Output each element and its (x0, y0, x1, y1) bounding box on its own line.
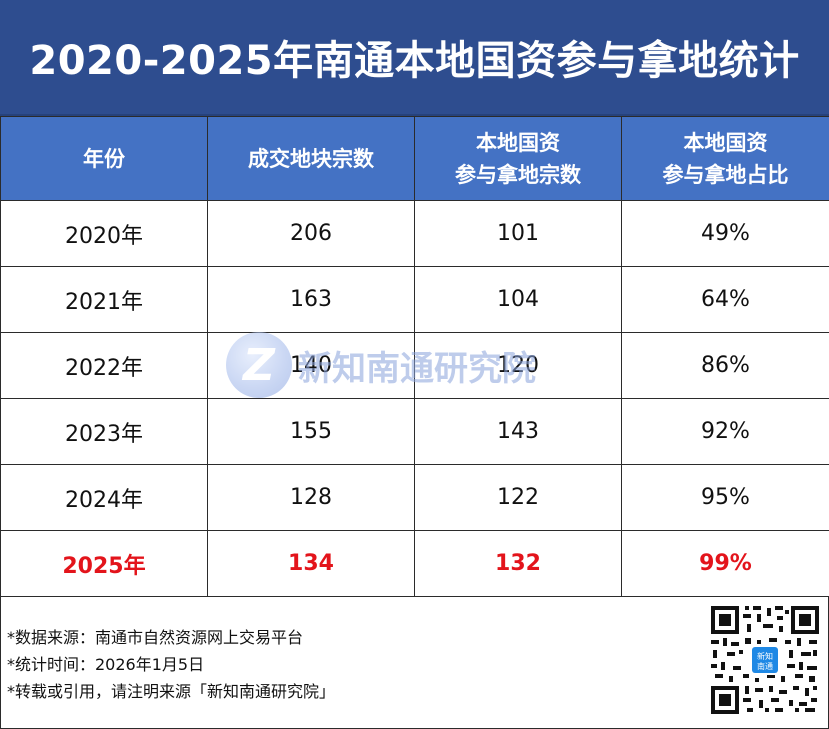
header-local-count-line1: 本地国资 (476, 130, 560, 155)
title-bar: 2020-2025年南通本地国资参与拿地统计 (0, 0, 829, 116)
header-local-ratio-line1: 本地国资 (683, 130, 768, 155)
cell-local: 143 (414, 398, 622, 465)
cell-local: 101 (414, 200, 622, 267)
header-local-ratio: 本地国资 参与拿地占比 (621, 116, 829, 201)
header-deals-line1: 成交地块宗数 (248, 146, 374, 171)
footer: *数据来源：南通市自然资源网上交易平台 *统计时间：2026年1月5日 *转载或… (0, 596, 829, 729)
note-date: *统计时间：2026年1月5日 (7, 655, 205, 674)
header-local-count: 本地国资 参与拿地宗数 (414, 116, 622, 201)
page-title: 2020-2025年南通本地国资参与拿地统计 (29, 38, 800, 84)
cell-local: 132 (414, 530, 622, 597)
header-year: 年份 (0, 116, 208, 201)
table-row: 2023年 155 143 92% (0, 398, 829, 465)
cell-year: 2021年 (0, 266, 208, 333)
cell-deals: 163 (207, 266, 415, 333)
header-row: 年份 成交地块宗数 本地国资 参与拿地宗数 本地国资 参与拿地占比 (0, 116, 829, 201)
stats-table: 年份 成交地块宗数 本地国资 参与拿地宗数 本地国资 参与拿地占比 2020年 … (0, 116, 829, 597)
note-copyright: *转载或引用，请注明来源「新知南通研究院」 (7, 682, 336, 701)
table-row-highlight: 2025年 134 132 99% (0, 530, 829, 597)
cell-deals: 140 (207, 332, 415, 399)
qr-center-label-1: 新知 (757, 651, 773, 661)
cell-year: 2025年 (0, 530, 208, 597)
cell-ratio: 92% (621, 398, 829, 465)
qr-center-logo (752, 647, 778, 673)
table-row: 2024年 128 122 95% (0, 464, 829, 531)
cell-local: 120 (414, 332, 622, 399)
cell-ratio: 49% (621, 200, 829, 267)
table-row: 2022年 140 120 86% (0, 332, 829, 399)
cell-ratio: 99% (621, 530, 829, 597)
source-notes: *数据来源：南通市自然资源网上交易平台 *统计时间：2026年1月5日 *转载或… (7, 624, 335, 705)
header-local-ratio-line2: 参与拿地占比 (662, 162, 789, 187)
qr-center-label-2: 南通 (757, 661, 773, 671)
cell-year: 2022年 (0, 332, 208, 399)
cell-deals: 155 (207, 398, 415, 465)
qr-code: 新知 南通 (709, 604, 821, 716)
note-source: *数据来源：南通市自然资源网上交易平台 (7, 628, 304, 647)
cell-local: 104 (414, 266, 622, 333)
cell-ratio: 95% (621, 464, 829, 531)
cell-ratio: 64% (621, 266, 829, 333)
cell-year: 2020年 (0, 200, 208, 267)
cell-deals: 134 (207, 530, 415, 597)
qr-modules (711, 606, 819, 714)
cell-year: 2024年 (0, 464, 208, 531)
header-deals: 成交地块宗数 (207, 116, 415, 201)
cell-ratio: 86% (621, 332, 829, 399)
cell-deals: 128 (207, 464, 415, 531)
table-row: 2021年 163 104 64% (0, 266, 829, 333)
cell-deals: 206 (207, 200, 415, 267)
header-local-count-line2: 参与拿地宗数 (455, 162, 581, 187)
header-year-line1: 年份 (83, 146, 125, 171)
table-row: 2020年 206 101 49% (0, 200, 829, 267)
cell-year: 2023年 (0, 398, 208, 465)
cell-local: 122 (414, 464, 622, 531)
